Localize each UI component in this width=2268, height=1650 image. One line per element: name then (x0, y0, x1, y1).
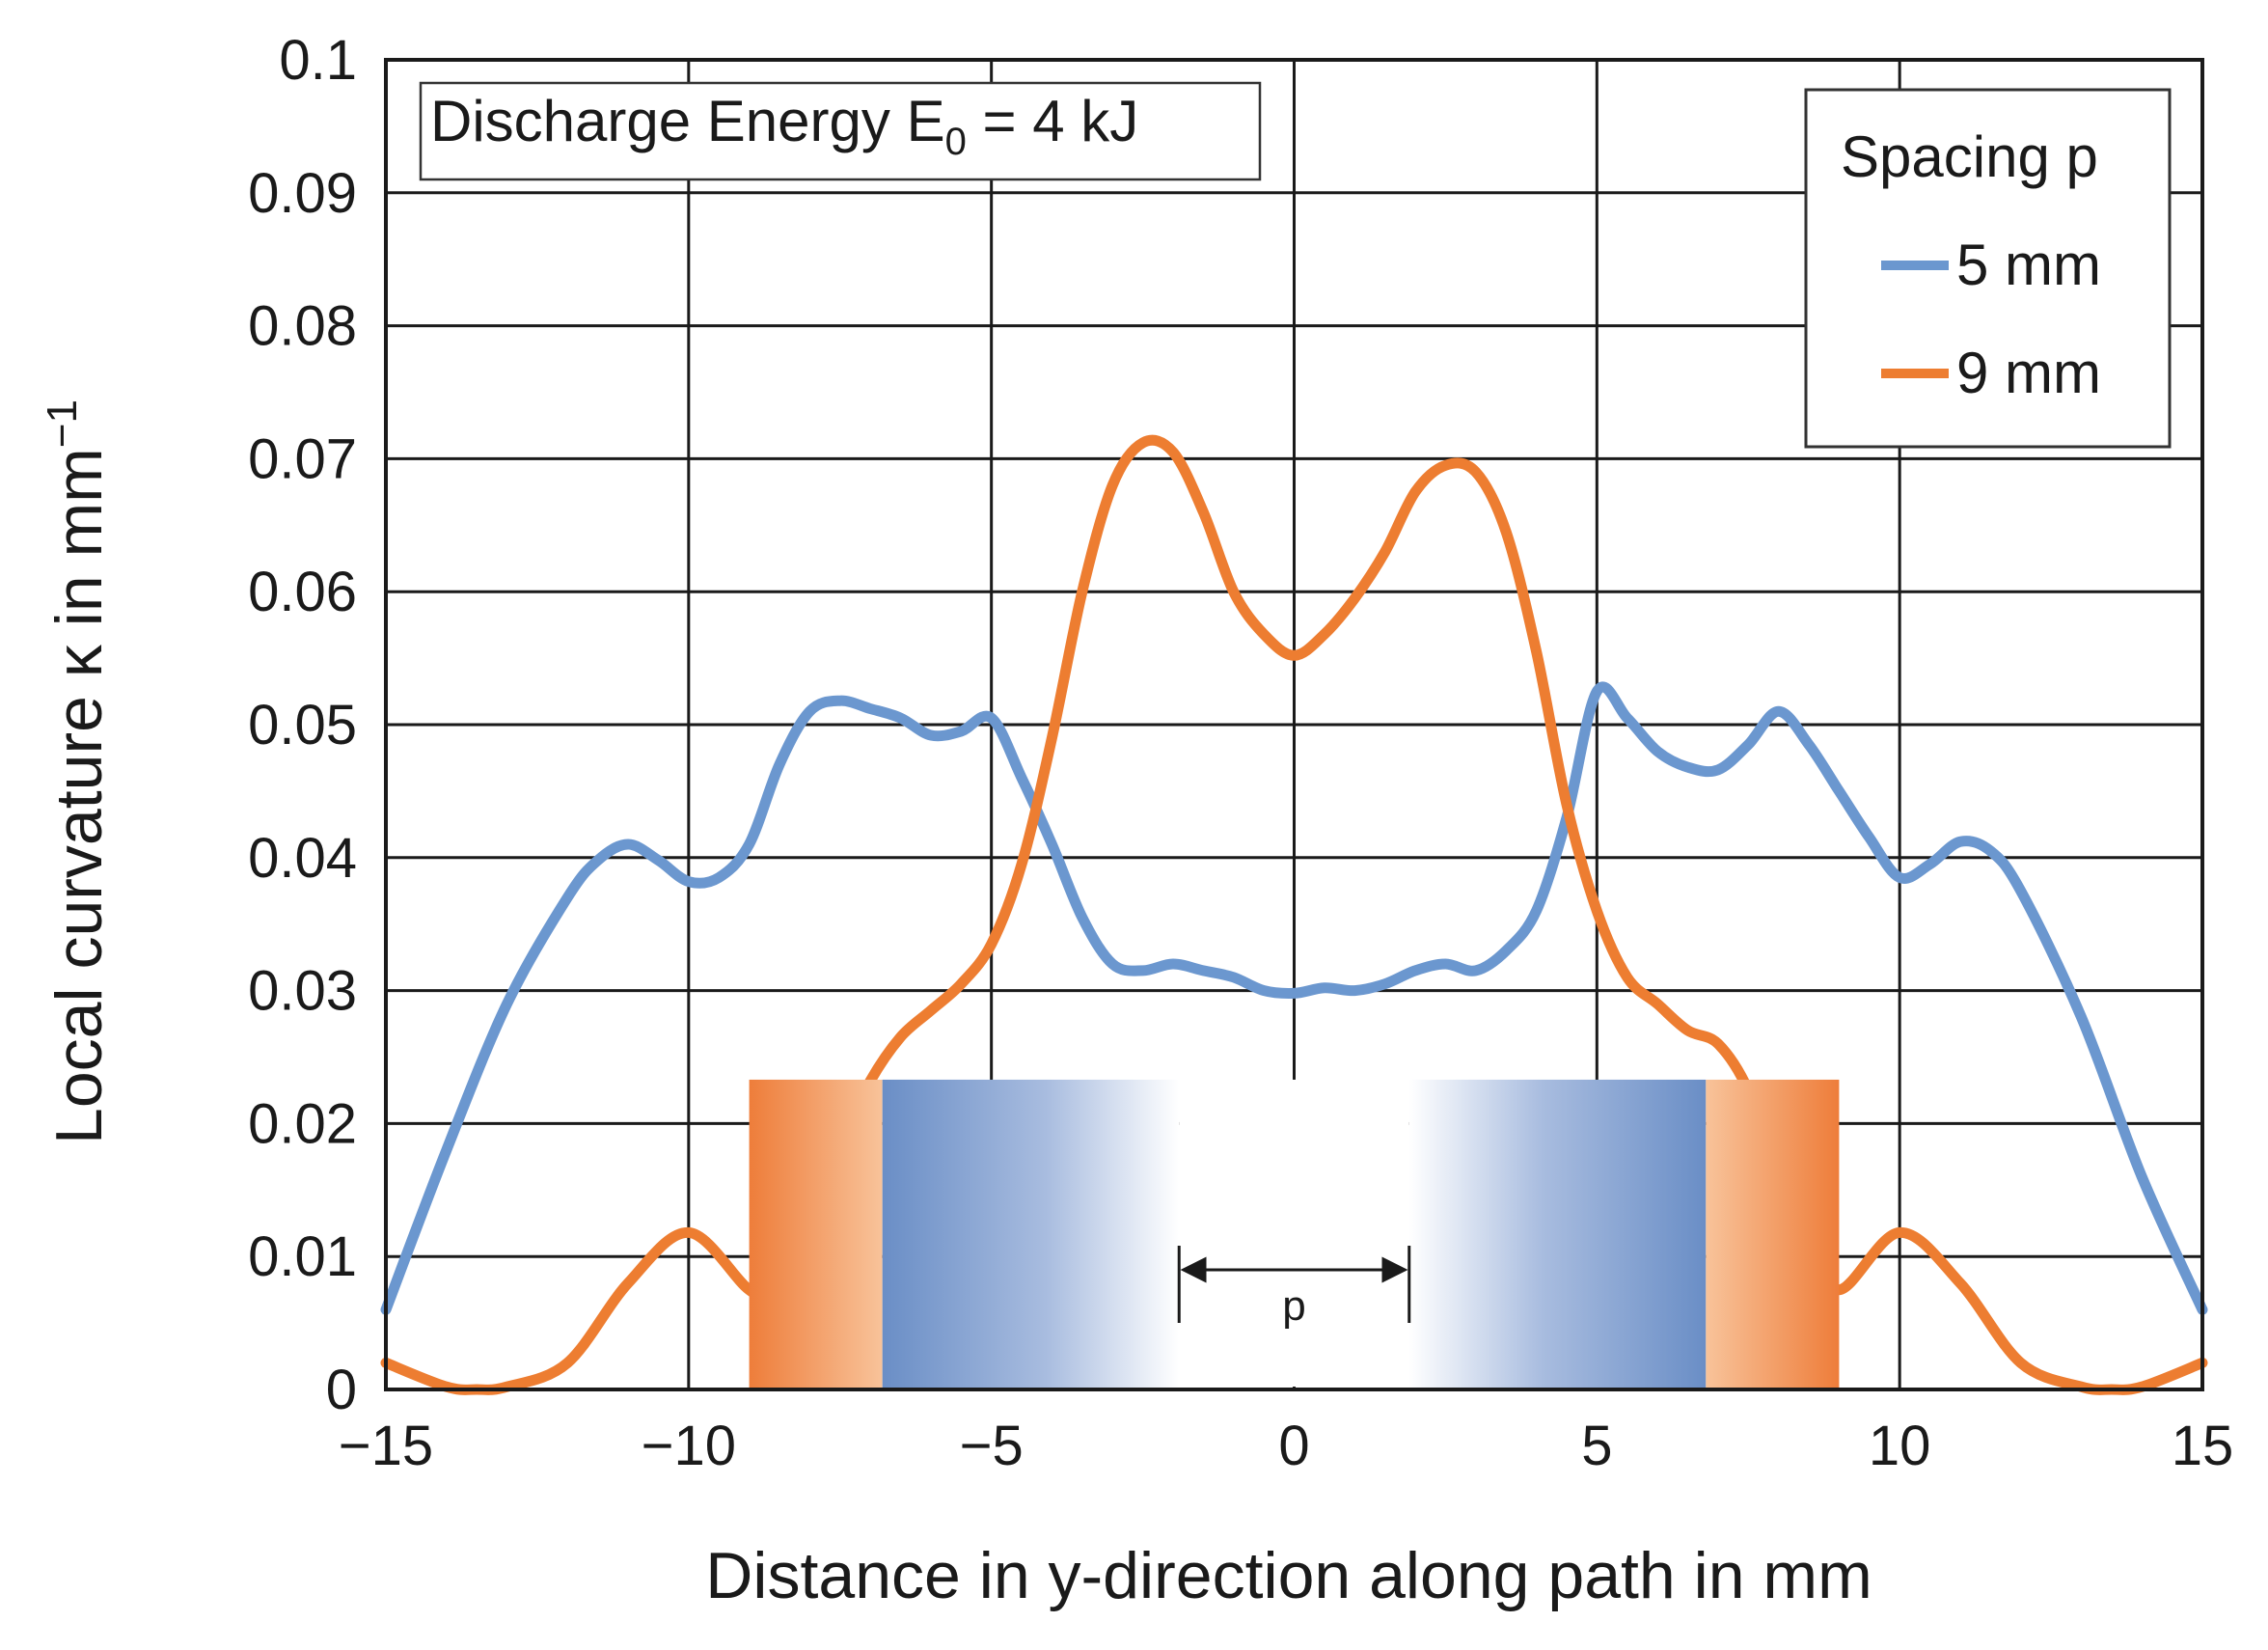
annotation-box: Discharge Energy E0 = 4 kJ (419, 81, 1262, 181)
annotation-text: Discharge Energy E0 = 4 kJ (430, 89, 1138, 163)
y-tick-label-0: 0 (326, 1359, 357, 1421)
y-tick-label-6: 0.06 (248, 561, 357, 623)
y-tick-label-7: 0.07 (248, 427, 357, 490)
coil-left-outer (749, 1079, 883, 1388)
y-tick-label-1: 0.01 (248, 1225, 357, 1288)
y-tick-label-8: 0.08 (248, 295, 357, 358)
legend-title: Spacing p (1841, 124, 2098, 189)
coil-left-inner (882, 1079, 1180, 1388)
legend-label-5mm: 5 mm (1956, 233, 2101, 297)
plot-border (384, 58, 2204, 1391)
spacing-label: p (1282, 1282, 1305, 1330)
x-tick-label-6: 15 (2172, 1415, 2234, 1477)
x-tick-label-3: 0 (1278, 1415, 1309, 1477)
x-tick-label-1: −10 (642, 1415, 736, 1477)
y-tick-label-9: 0.09 (248, 162, 357, 225)
y-axis-title-main: Local curvature κ in mm (42, 448, 116, 1144)
annotation-suffix: = 4 kJ (967, 89, 1138, 153)
coil-gap-background (1179, 1079, 1409, 1387)
y-tick-label-10: 0.1 (279, 29, 357, 92)
y-tick-label-3: 0.03 (248, 960, 357, 1023)
coil-right-outer (1706, 1079, 1840, 1388)
y-axis-title: Local curvature κ in mm−1 (39, 399, 116, 1144)
y-tick-label-2: 0.02 (248, 1092, 357, 1155)
x-tick-label-4: 5 (1581, 1415, 1612, 1477)
x-tick-label-0: −15 (339, 1415, 433, 1477)
annotation-prefix: Discharge Energy E (430, 89, 945, 153)
annotation-subscript: 0 (945, 121, 967, 163)
legend-label-9mm: 9 mm (1956, 341, 2101, 405)
y-tick-label-5: 0.05 (248, 694, 357, 756)
x-tick-label-5: 10 (1869, 1415, 1931, 1477)
plot-frame (384, 58, 2204, 1391)
legend: Spacing p 5 mm 9 mm (1804, 88, 2172, 449)
x-axis-title: Distance in y-direction along path in mm (705, 1539, 1872, 1612)
coil-right-inner (1408, 1079, 1707, 1388)
y-tick-label-4: 0.04 (248, 827, 357, 890)
tick-labels: 0 0.01 0.02 0.03 0.04 0.05 0.06 0.07 0.08 0.09 0.1… (248, 29, 2233, 1477)
y-axis-title-superscript: −1 (39, 399, 86, 448)
series-line-5mm (380, 681, 2208, 1315)
coil-inset: p (749, 1079, 1840, 1388)
x-tick-label-2: −5 (960, 1415, 1024, 1477)
